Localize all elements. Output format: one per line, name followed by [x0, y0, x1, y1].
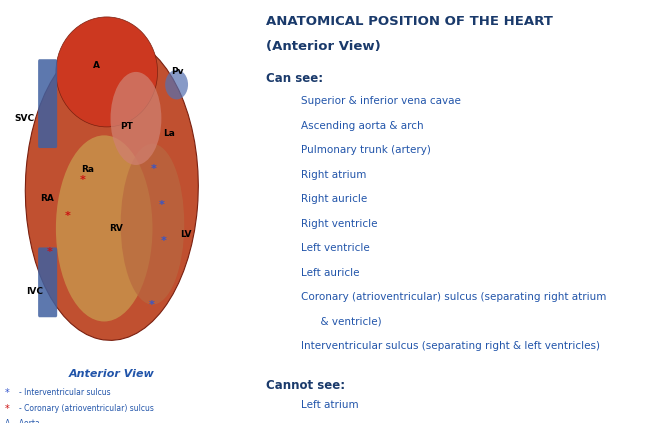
Text: Ascending aorta & arch: Ascending aorta & arch — [301, 121, 424, 131]
Ellipse shape — [56, 135, 152, 321]
Text: LV: LV — [180, 230, 191, 239]
Text: A – Aorta: A – Aorta — [5, 419, 40, 423]
Text: *: * — [158, 200, 164, 210]
Text: Left ventricle: Left ventricle — [301, 243, 370, 253]
Text: Left atrium: Left atrium — [301, 400, 358, 410]
Text: *: * — [47, 247, 53, 257]
Text: Superior & inferior vena cavae: Superior & inferior vena cavae — [301, 96, 461, 106]
Text: *: * — [161, 236, 167, 246]
Ellipse shape — [121, 144, 184, 305]
Text: *: * — [148, 299, 154, 310]
Text: Interventricular sulcus (separating right & left ventricles): Interventricular sulcus (separating righ… — [301, 341, 600, 352]
Text: Right auricle: Right auricle — [301, 194, 367, 204]
Text: (Anterior View): (Anterior View) — [266, 40, 381, 53]
FancyBboxPatch shape — [38, 59, 57, 148]
Ellipse shape — [56, 17, 158, 127]
FancyBboxPatch shape — [38, 247, 57, 317]
Text: La: La — [163, 129, 175, 138]
Text: & ventricle): & ventricle) — [301, 317, 381, 327]
Text: PT: PT — [121, 122, 133, 132]
Text: - Interventricular sulcus: - Interventricular sulcus — [19, 388, 111, 397]
Text: *: * — [5, 404, 10, 414]
Text: Right ventricle: Right ventricle — [301, 219, 378, 229]
Text: Can see:: Can see: — [266, 72, 323, 85]
Text: Cannot see:: Cannot see: — [266, 379, 345, 392]
Text: SVC: SVC — [14, 114, 34, 123]
Text: ANATOMICAL POSITION OF THE HEART: ANATOMICAL POSITION OF THE HEART — [266, 15, 553, 28]
Text: A: A — [93, 61, 100, 70]
Text: RA: RA — [40, 194, 54, 203]
Text: Anterior View: Anterior View — [69, 369, 154, 379]
Text: Left auricle: Left auricle — [301, 268, 359, 278]
Text: *: * — [80, 175, 86, 185]
Ellipse shape — [165, 70, 188, 99]
Text: *: * — [5, 388, 10, 398]
Text: Pv: Pv — [172, 67, 184, 77]
Text: *: * — [150, 164, 156, 174]
Text: *: * — [65, 211, 70, 221]
Text: Coronary (atrioventricular) sulcus (separating right atrium: Coronary (atrioventricular) sulcus (sepa… — [301, 292, 606, 302]
Text: Ra: Ra — [81, 165, 94, 174]
Text: RV: RV — [109, 224, 123, 233]
Text: IVC: IVC — [26, 287, 43, 297]
Text: Right atrium: Right atrium — [301, 170, 366, 180]
Ellipse shape — [25, 36, 198, 341]
Text: - Coronary (atrioventricular) sulcus: - Coronary (atrioventricular) sulcus — [19, 404, 154, 412]
Text: Pulmonary trunk (artery): Pulmonary trunk (artery) — [301, 145, 431, 155]
Ellipse shape — [110, 72, 161, 165]
